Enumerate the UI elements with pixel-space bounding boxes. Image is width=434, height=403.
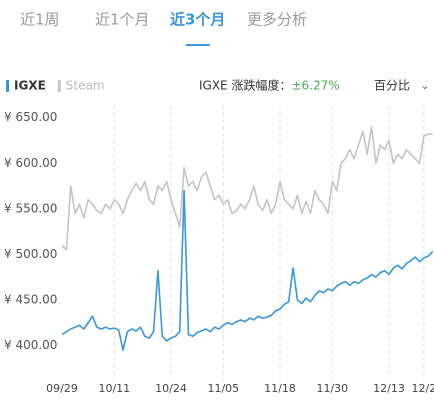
series-line	[61, 189, 434, 351]
change-value: ±6.27%	[291, 79, 339, 93]
change-label: IGXE 涨跌幅度：	[199, 78, 291, 93]
x-tick-label: 11/18	[264, 382, 296, 395]
x-tick-label: 10/11	[98, 382, 130, 395]
x-tick-label: 11/30	[316, 382, 348, 395]
legend-label[interactable]: Steam	[66, 79, 105, 93]
x-tick-label: 10/24	[155, 382, 187, 395]
tab[interactable]: 近1个月	[95, 11, 150, 29]
legend-swatch	[57, 80, 61, 92]
tab[interactable]: 近3个月	[170, 11, 225, 29]
chevron[interactable]: ⌄	[420, 79, 429, 92]
y-tick-label: ¥ 600.00	[4, 156, 57, 170]
legend-swatch	[6, 80, 9, 92]
mode-select[interactable]: 百分比	[374, 79, 410, 93]
y-tick-label: ¥ 550.00	[4, 201, 57, 215]
x-tick-label: 12/13	[373, 382, 405, 395]
x-tick-label: 12/2	[412, 382, 434, 395]
y-tick-label: ¥ 400.00	[4, 338, 57, 352]
legend-label[interactable]: IGXE	[14, 79, 46, 93]
tab[interactable]: 更多分析	[247, 11, 307, 29]
series-line	[61, 126, 433, 251]
y-tick-label: ¥ 500.00	[4, 247, 57, 261]
x-tick-label: 09/29	[46, 382, 78, 395]
tab[interactable]: 近1周	[20, 11, 60, 29]
tab-underline	[185, 44, 210, 46]
x-tick-label: 11/05	[207, 382, 239, 395]
y-tick-label: ¥ 650.00	[4, 110, 57, 124]
y-tick-label: ¥ 450.00	[4, 292, 57, 306]
